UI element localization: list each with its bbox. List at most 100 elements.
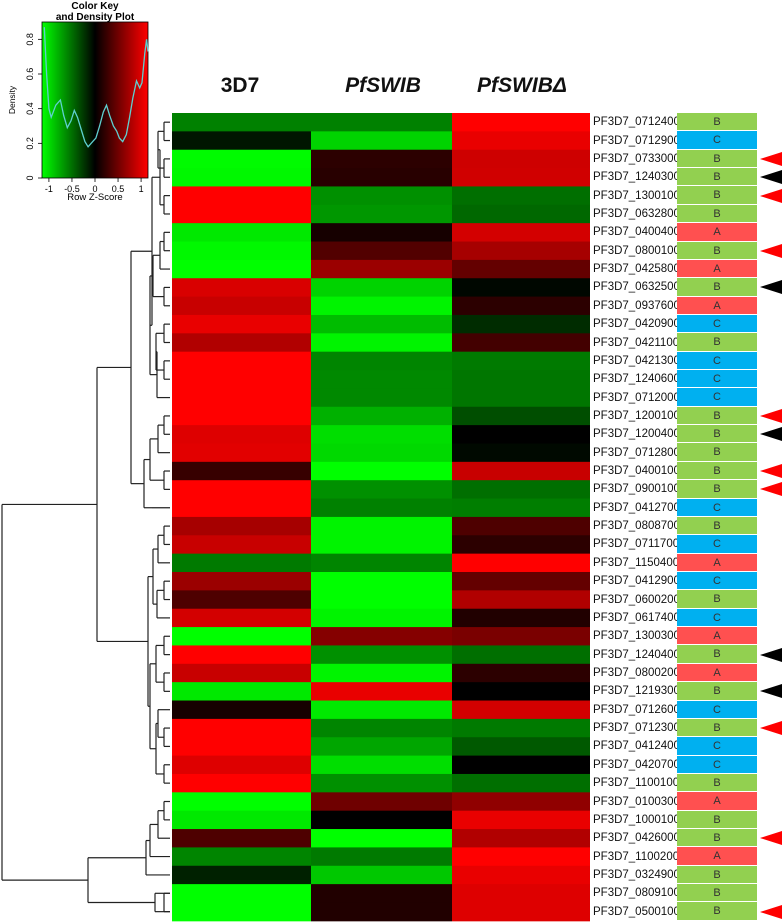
group-badge: B [677, 480, 757, 499]
heatmap-cell [311, 737, 452, 757]
heatmap-cell [311, 865, 452, 885]
heatmap-cell [452, 865, 590, 885]
heatmap-cell [172, 351, 311, 371]
group-badge: B [677, 113, 757, 132]
heatmap-cell [452, 884, 590, 903]
group-badge: C [677, 498, 757, 517]
heatmap-cell [172, 810, 311, 830]
group-badge: B [677, 902, 757, 921]
heatmap-cell [311, 700, 452, 720]
heatmap-cell [172, 773, 311, 793]
heatmap-cell [311, 351, 452, 371]
heatmap-cell [311, 259, 452, 279]
heatmap-cell [452, 149, 590, 169]
heatmap-cell [452, 223, 590, 243]
heatmap-cell [172, 663, 311, 683]
heatmap-cell [172, 553, 311, 573]
y-tick-label: 0 [25, 175, 35, 180]
heatmap-cell [452, 773, 590, 793]
group-badge: C [677, 608, 757, 628]
gene-label: PF3D7_0412400 [593, 740, 680, 753]
gene-label: PF3D7_0712400 [593, 116, 680, 129]
red-arrow-marker-icon [760, 464, 782, 479]
density-axis-label: Density [7, 85, 17, 114]
group-badge: B [677, 590, 757, 609]
group-badge: C [677, 700, 757, 719]
gene-label: PF3D7_1219300 [593, 685, 680, 698]
group-badge: C [677, 351, 757, 371]
heatmap-cell [311, 168, 452, 187]
heatmap-cell [311, 314, 452, 334]
heatmap-cell [452, 204, 590, 224]
group-badge: B [677, 461, 757, 481]
color-key-density-plot: Color Key and Density Plot -1 -0.5 0 0.5 1 0 0… [7, 1, 149, 203]
gene-label: PF3D7_0900100 [593, 483, 680, 496]
group-badge: B [677, 865, 757, 885]
heatmap-cell [172, 627, 311, 646]
heatmap-cell [452, 314, 590, 334]
heatmap-cell [452, 443, 590, 463]
black-arrow-marker-icon [760, 280, 782, 295]
heatmap-cell [172, 388, 311, 408]
group-badge: C [677, 535, 757, 554]
gene-label: PF3D7_1150400 [593, 556, 680, 569]
heatmap-cell [172, 718, 311, 738]
group-badge: C [677, 388, 757, 407]
group-badge: B [677, 149, 757, 169]
row-z-score-label: Row Z-Score [67, 192, 122, 203]
heatmap-cell [172, 535, 311, 555]
heatmap-cell [311, 884, 452, 903]
heatmap-cell [172, 223, 311, 243]
gene-label: PF3D7_0324900 [593, 868, 680, 881]
heatmap-cell [311, 406, 452, 426]
gene-label: PF3D7_1100100 [593, 777, 680, 790]
heatmap-cell [452, 829, 590, 848]
group-badge: C [677, 572, 757, 591]
red-arrow-marker-icon [760, 904, 782, 919]
group-badge: B [677, 406, 757, 426]
group-badge: B [677, 682, 757, 701]
heatmap-cell [172, 572, 311, 591]
heatmap-cell [172, 792, 311, 812]
gene-label: PF3D7_1100200 [593, 850, 680, 863]
group-badge: B [677, 278, 757, 297]
heatmap-cell [452, 663, 590, 683]
heatmap-cell [452, 810, 590, 830]
gene-label: PF3D7_0712300 [593, 722, 680, 735]
gene-label: PF3D7_0808700 [593, 520, 680, 533]
red-arrow-marker-icon [760, 831, 782, 846]
heatmap-cell [311, 186, 452, 206]
heatmap-cell [311, 461, 452, 481]
heatmap-cell [452, 645, 590, 665]
color-key-title: Color Key [71, 1, 119, 12]
gene-label: PF3D7_0937600 [593, 299, 680, 312]
group-badge: C [677, 737, 757, 756]
heatmap-cell [172, 461, 311, 481]
heatmap-cell [311, 204, 452, 224]
gene-label: PF3D7_0420900 [593, 318, 680, 331]
gene-label: PF3D7_0420700 [593, 758, 680, 771]
gene-label: PF3D7_1200400 [593, 428, 680, 441]
gene-label: PF3D7_0412700 [593, 501, 680, 514]
group-badge: B [677, 168, 757, 187]
heatmap-cell [311, 296, 452, 316]
density-curve [43, 27, 149, 148]
gene-label: PF3D7_0100300 [593, 795, 680, 808]
heatmap-cell [172, 131, 311, 151]
heatmap-cell [452, 113, 590, 132]
heatmap-cell [452, 388, 590, 408]
y-tick-label: 0.8 [25, 33, 35, 46]
heatmap-cell [452, 516, 590, 536]
red-arrow-marker-icon [760, 408, 782, 423]
heatmap-cell [452, 296, 590, 316]
group-badge: C [677, 131, 757, 150]
heatmap-cell [452, 755, 590, 775]
heatmap-cell [311, 333, 452, 353]
heatmap-cell [452, 792, 590, 812]
heatmap-cell [172, 516, 311, 536]
heatmap-cell [311, 223, 452, 243]
gene-label: PF3D7_1240300 [593, 171, 680, 184]
heatmap-cell [172, 829, 311, 848]
heatmap-cell [172, 333, 311, 353]
group-badge: A [677, 223, 757, 242]
